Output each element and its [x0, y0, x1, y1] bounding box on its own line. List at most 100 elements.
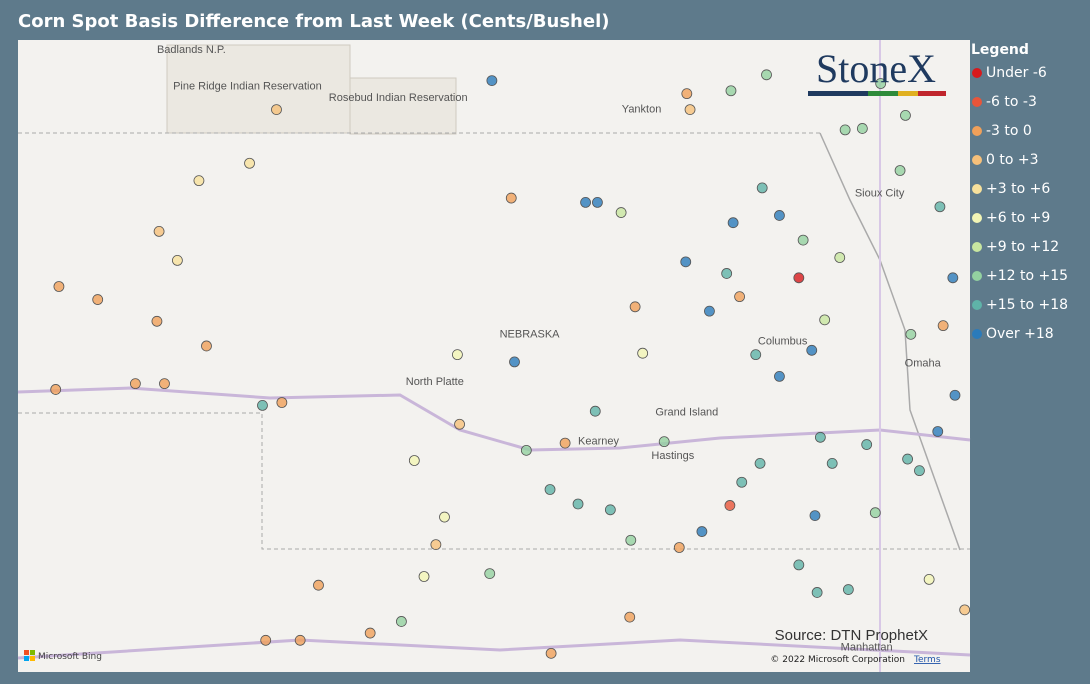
- place-label: Pine Ridge Indian Reservation: [173, 80, 322, 92]
- point: [592, 196, 603, 208]
- legend-swatch: [972, 155, 982, 165]
- point: [680, 256, 692, 268]
- point: [774, 370, 785, 382]
- point: [589, 405, 601, 417]
- legend-swatch: [972, 97, 982, 107]
- legend-title: Legend: [971, 42, 1029, 58]
- place-label: Columbus: [758, 336, 808, 348]
- point: [856, 123, 868, 134]
- point: [509, 356, 520, 368]
- point: [834, 252, 846, 263]
- point: [294, 634, 306, 646]
- point: [580, 196, 591, 208]
- point: [806, 344, 818, 356]
- point: [724, 500, 736, 511]
- point: [260, 634, 272, 646]
- point: [544, 484, 556, 495]
- point: [756, 182, 768, 194]
- state-label: NEBRASKA: [500, 328, 561, 340]
- point: [819, 314, 831, 326]
- point: [151, 315, 163, 327]
- point: [793, 559, 805, 571]
- place-label: Rosebud Indian Reservation: [329, 92, 468, 104]
- point: [761, 69, 772, 81]
- point: [658, 436, 670, 448]
- place-label: Sioux City: [855, 188, 905, 200]
- point: [505, 192, 517, 204]
- place-label: Yankton: [622, 104, 662, 116]
- point: [797, 234, 809, 246]
- point: [937, 320, 949, 332]
- legend-label: -3 to 0: [986, 123, 1032, 139]
- point: [454, 418, 465, 430]
- legend-label: +6 to +9: [986, 210, 1050, 226]
- logo: StoneX: [808, 46, 946, 96]
- point: [637, 347, 649, 359]
- legend-label: Over +18: [986, 326, 1054, 342]
- bing-logo: Microsoft Bing: [24, 650, 102, 662]
- point: [129, 378, 141, 390]
- point: [53, 281, 65, 292]
- point: [900, 110, 911, 121]
- point: [271, 104, 282, 115]
- point: [171, 254, 183, 266]
- place-label: Badlands N.P.: [157, 44, 226, 56]
- point: [826, 457, 838, 469]
- point: [625, 534, 637, 546]
- provider: Microsoft Bing: [38, 652, 102, 662]
- legend-label: +9 to +12: [986, 239, 1059, 255]
- place-labels: NEBRASKA North Platte Grand Island Kearney H…: [157, 44, 942, 653]
- point: [545, 647, 557, 659]
- legend-swatch: [972, 68, 982, 78]
- point: [875, 78, 887, 89]
- point: [774, 210, 785, 221]
- point: [839, 124, 851, 136]
- point: [673, 542, 685, 553]
- point: [811, 587, 823, 598]
- point: [396, 616, 407, 627]
- legend-swatch: [972, 329, 982, 339]
- point: [520, 444, 532, 456]
- point: [624, 611, 636, 623]
- legend-swatch: [972, 300, 982, 310]
- point: [684, 104, 696, 115]
- point: [809, 510, 821, 521]
- point: [244, 157, 255, 169]
- point: [959, 604, 971, 616]
- copyright: © 2022 Microsoft Corporation: [770, 655, 905, 665]
- point: [725, 85, 737, 97]
- point: [949, 389, 961, 401]
- logo-text: StoneX: [816, 46, 936, 91]
- point: [842, 584, 854, 595]
- point: [696, 526, 708, 537]
- point: [793, 272, 805, 284]
- point: [486, 75, 498, 86]
- title: Corn Spot Basis Difference from Last Wee…: [18, 11, 609, 32]
- place-label: North Platte: [406, 376, 464, 388]
- legend-label: Under -6: [986, 65, 1047, 81]
- point: [869, 507, 881, 519]
- place-label: Kearney: [578, 436, 619, 448]
- point: [201, 340, 212, 352]
- legend-swatch: [972, 242, 982, 252]
- point: [923, 574, 935, 585]
- legend-label: +12 to +15: [986, 268, 1068, 284]
- point: [615, 207, 627, 218]
- point: [894, 165, 906, 176]
- terms-link[interactable]: Terms: [913, 655, 941, 665]
- point: [439, 511, 450, 523]
- point: [418, 571, 430, 582]
- point: [92, 294, 104, 305]
- point: [727, 217, 739, 229]
- place-label: Grand Island: [655, 407, 718, 419]
- point: [947, 272, 959, 284]
- point: [814, 431, 826, 443]
- legend-swatch: [972, 184, 982, 194]
- point: [914, 465, 925, 477]
- point: [559, 437, 571, 449]
- point: [704, 305, 715, 317]
- point: [905, 328, 917, 340]
- point: [484, 568, 496, 579]
- legend-label: -6 to -3: [986, 94, 1037, 110]
